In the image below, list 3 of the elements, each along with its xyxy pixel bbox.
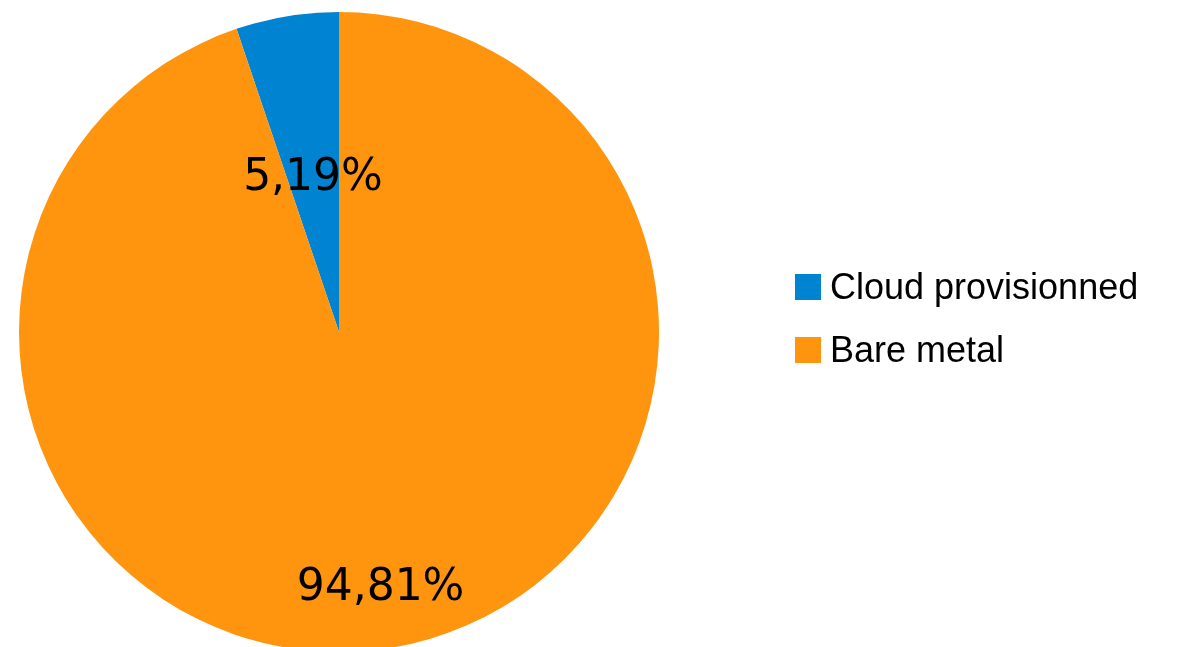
data-label: 94,81% (296, 559, 465, 611)
legend-label: Cloud provisionned (830, 265, 1139, 308)
legend-label: Bare metal (830, 328, 1005, 371)
